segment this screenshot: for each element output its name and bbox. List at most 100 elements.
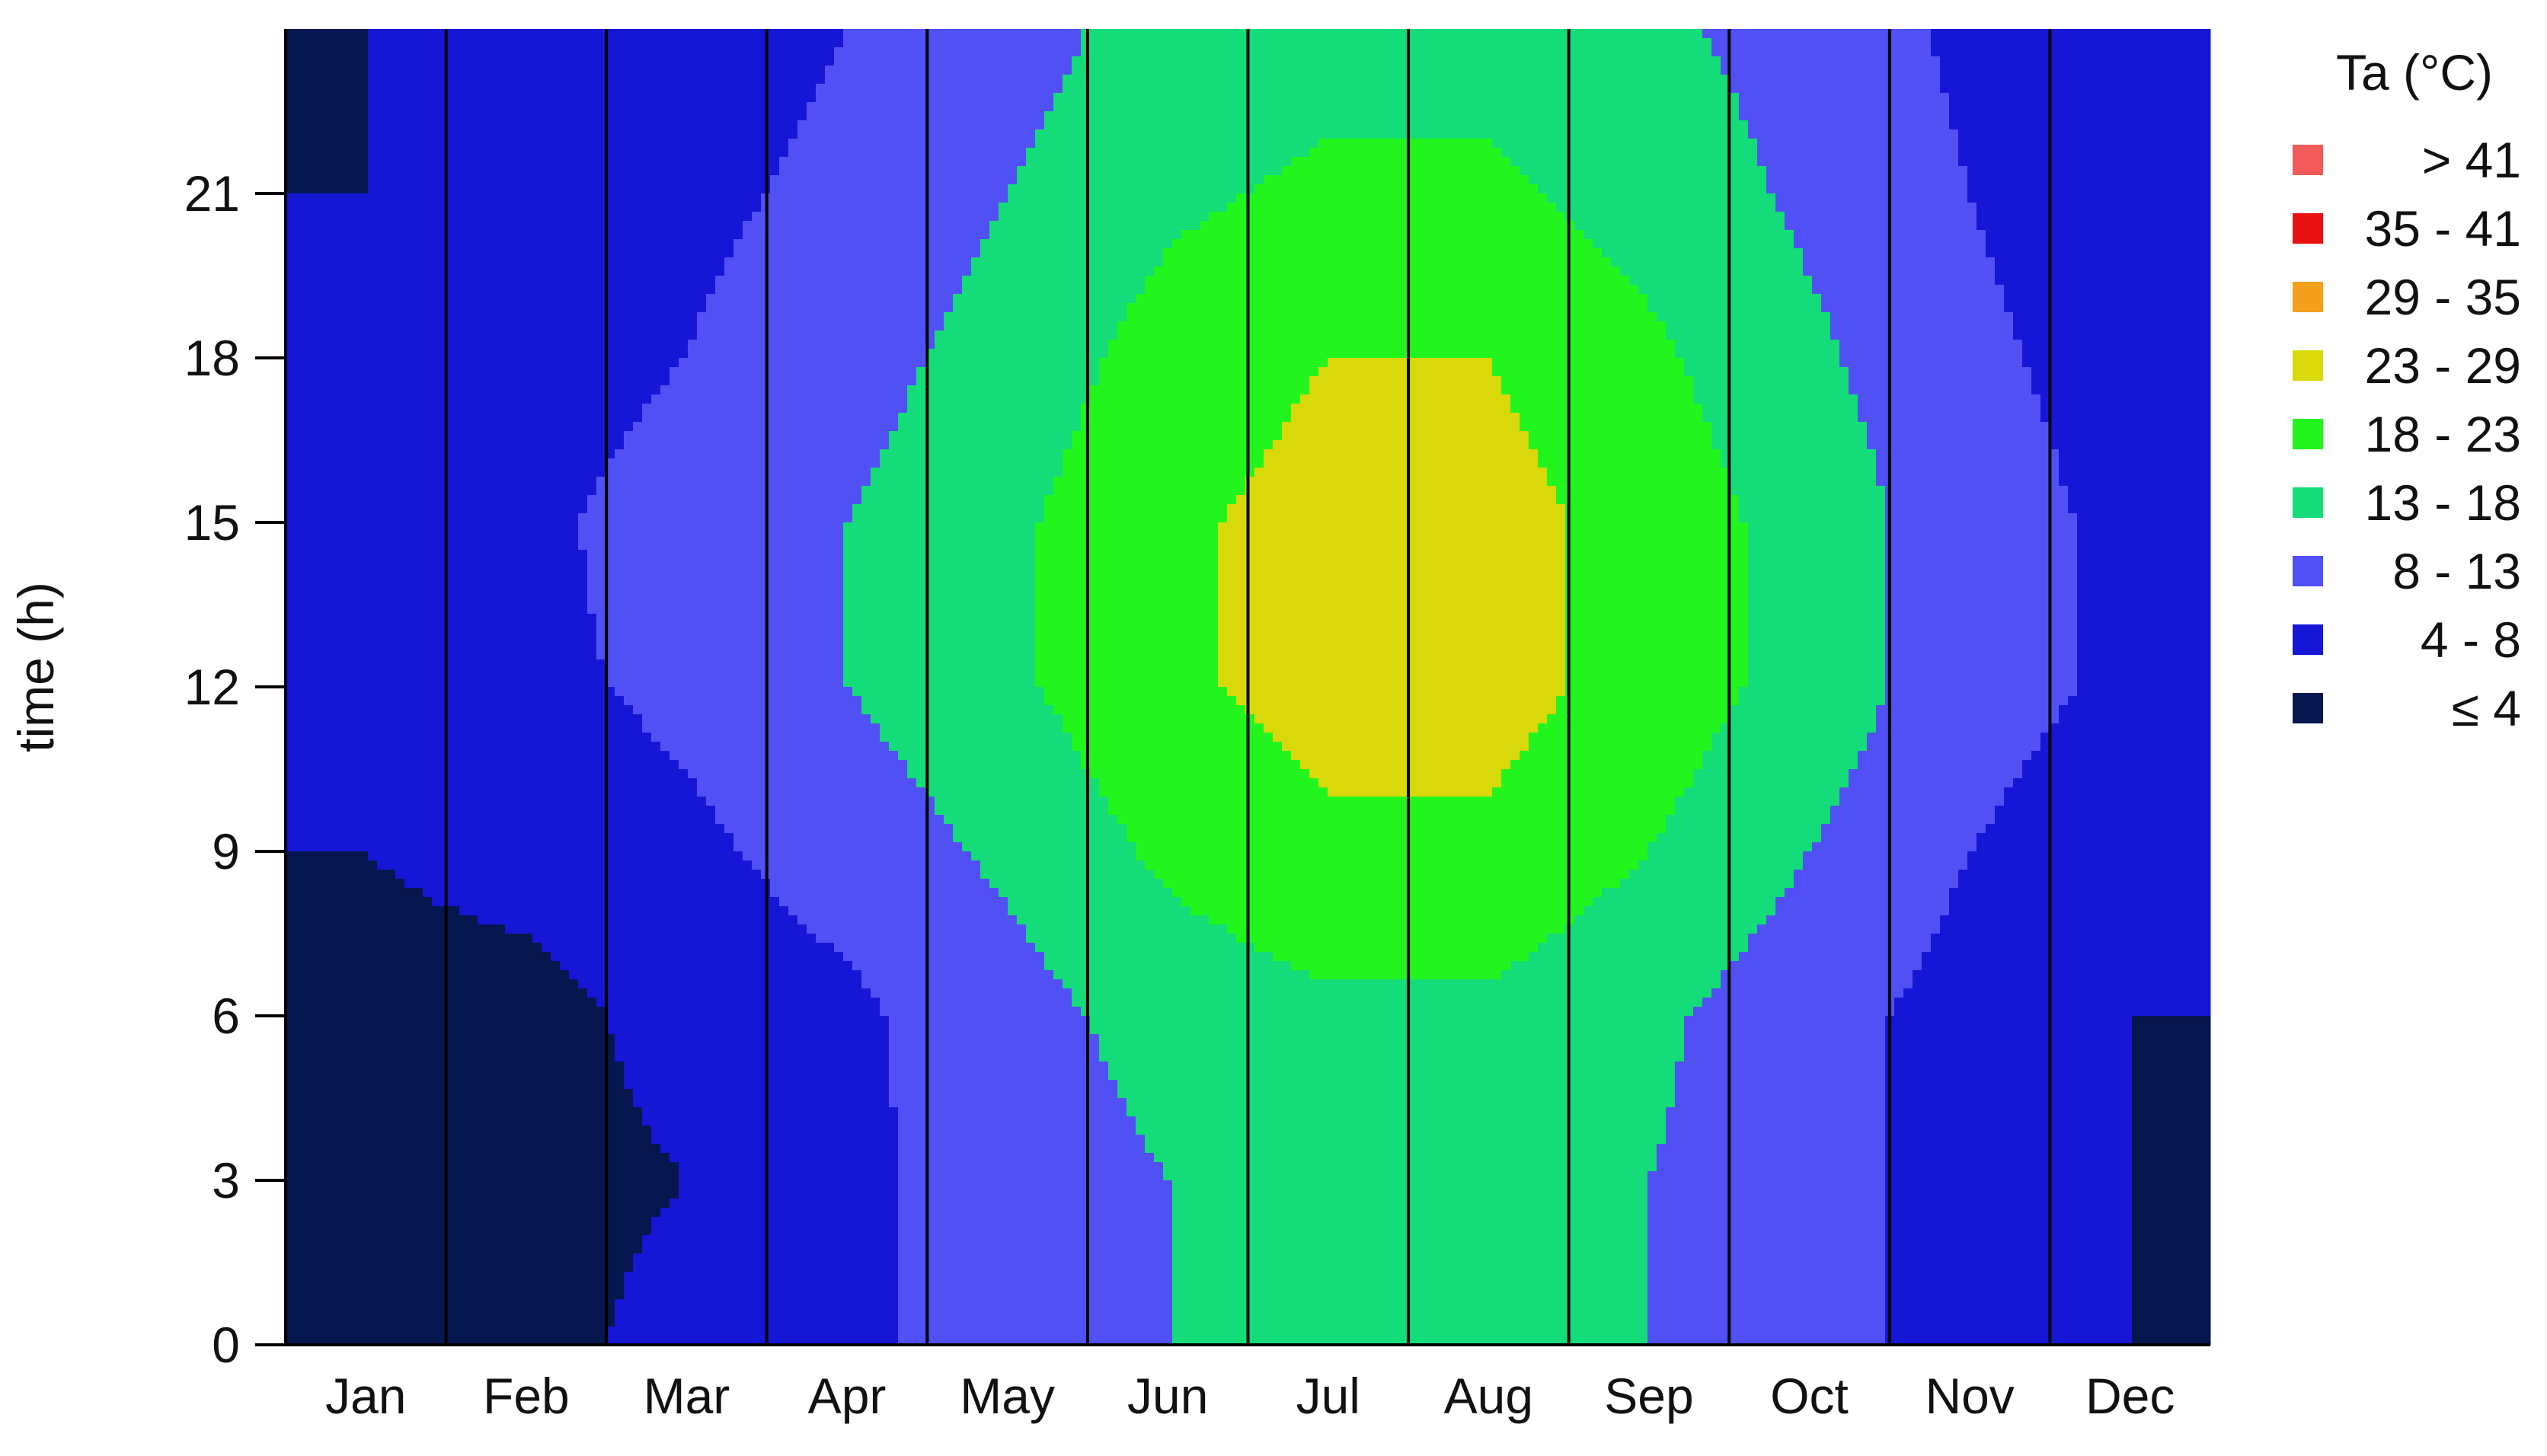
contour-cell — [1730, 705, 1740, 962]
contour-cell — [724, 29, 734, 258]
contour-cell — [496, 924, 506, 1345]
contour-cell — [1026, 943, 1036, 1345]
contour-cell — [1190, 29, 1200, 231]
contour-cell — [1053, 93, 1063, 477]
contour-cell — [1218, 522, 1228, 688]
contour-cell — [1766, 193, 1776, 916]
contour-cell — [1465, 29, 1475, 139]
x-tick-label: Apr — [808, 1368, 887, 1424]
contour-cell — [1044, 29, 1054, 112]
contour-cell — [1026, 148, 1036, 944]
contour-cell — [651, 1217, 661, 1345]
contour-cell — [1574, 915, 1584, 1345]
contour-cell — [1346, 797, 1356, 980]
contour-cell — [1949, 29, 1959, 130]
y-tick-label: 21 — [184, 165, 240, 222]
contour-cell — [1474, 29, 1484, 139]
contour-cell — [1657, 29, 1667, 322]
contour-cell — [2050, 449, 2060, 724]
contour-cell — [1638, 861, 1648, 1345]
contour-cell — [560, 29, 570, 971]
contour-cell — [2059, 705, 2069, 1345]
contour-cell — [1392, 797, 1401, 980]
contour-cell — [1803, 851, 1813, 1345]
contour-cell — [1711, 988, 1721, 1345]
contour-cell — [2150, 29, 2160, 1017]
contour-cell — [624, 29, 634, 432]
contour-cell — [1757, 166, 1767, 925]
contour-cell — [615, 696, 625, 1062]
contour-cell — [1446, 358, 1456, 797]
contour-cell — [2059, 486, 2069, 706]
contour-cell — [1309, 148, 1319, 377]
contour-cell — [688, 29, 698, 340]
contour-cell — [1492, 376, 1502, 788]
contour-cell — [1264, 29, 1274, 176]
contour-cell — [1382, 358, 1392, 797]
contour-cell — [1520, 29, 1529, 176]
contour-cell — [1748, 29, 1758, 139]
contour-cell — [386, 29, 396, 870]
contour-cell — [1017, 924, 1027, 1345]
contour-cell — [1602, 888, 1612, 1345]
contour-cell — [752, 870, 762, 1345]
contour-cell — [2168, 29, 2178, 1017]
contour-cell — [1538, 193, 1548, 468]
legend-label: ≤ 4 — [2452, 680, 2521, 736]
x-tick-label: Jul — [1296, 1368, 1360, 1424]
x-tick-label: Jun — [1127, 1368, 1208, 1424]
contour-cell — [1977, 833, 1986, 1345]
contour-cell — [843, 29, 853, 523]
contour-cell — [1785, 230, 1794, 889]
contour-cell — [2050, 723, 2060, 1345]
contour-cell — [1456, 797, 1465, 980]
contour-cell — [423, 897, 433, 1345]
contour-cell — [1154, 879, 1164, 1163]
contour-cell — [1913, 29, 1922, 971]
contour-cell — [386, 870, 396, 1345]
contour-cell — [1190, 915, 1200, 1345]
contour-cell — [1236, 705, 1246, 944]
contour-cell — [1163, 248, 1173, 889]
contour-cell — [1373, 979, 1383, 1345]
contour-cell — [1931, 29, 1941, 57]
contour-cell — [2031, 751, 2041, 1345]
contour-cell — [313, 193, 323, 852]
contour-cell — [1382, 797, 1392, 980]
contour-cell — [1291, 157, 1301, 404]
contour-cell — [1492, 979, 1502, 1345]
contour-cell — [1474, 139, 1484, 359]
contour-cell — [1858, 751, 1868, 1345]
contour-cell — [2040, 733, 2050, 1345]
contour-cell — [1867, 733, 1877, 1345]
y-tick-label: 0 — [212, 1317, 240, 1373]
contour-cell — [1355, 29, 1365, 139]
x-tick-label: Jan — [325, 1368, 406, 1424]
contour-cell — [861, 988, 871, 1345]
contour-cell — [1410, 29, 1420, 139]
contour-cell — [1766, 29, 1776, 194]
contour-cell — [1739, 120, 1749, 523]
contour-cell — [797, 29, 807, 121]
contour-cell — [779, 157, 789, 907]
contour-cell — [1849, 769, 1858, 1345]
contour-cell — [624, 431, 634, 706]
contour-cell — [1556, 934, 1566, 1345]
contour-cell — [706, 806, 716, 1345]
contour-cell — [1977, 29, 1986, 231]
contour-cell — [980, 29, 990, 240]
contour-cell — [1556, 696, 1566, 934]
contour-cell — [660, 1208, 670, 1345]
contour-cell — [1355, 139, 1365, 359]
contour-cell — [1456, 29, 1465, 139]
contour-cell — [1318, 367, 1328, 788]
contour-cell — [1766, 915, 1776, 1345]
contour-cell — [2150, 1016, 2160, 1345]
contour-cell — [1145, 29, 1155, 276]
contour-cell — [1337, 29, 1347, 139]
contour-cell — [286, 193, 296, 852]
contour-cell — [1693, 404, 1703, 770]
contour-cell — [587, 998, 597, 1345]
contour-cell — [368, 861, 378, 1345]
contour-cell — [1903, 29, 1913, 989]
